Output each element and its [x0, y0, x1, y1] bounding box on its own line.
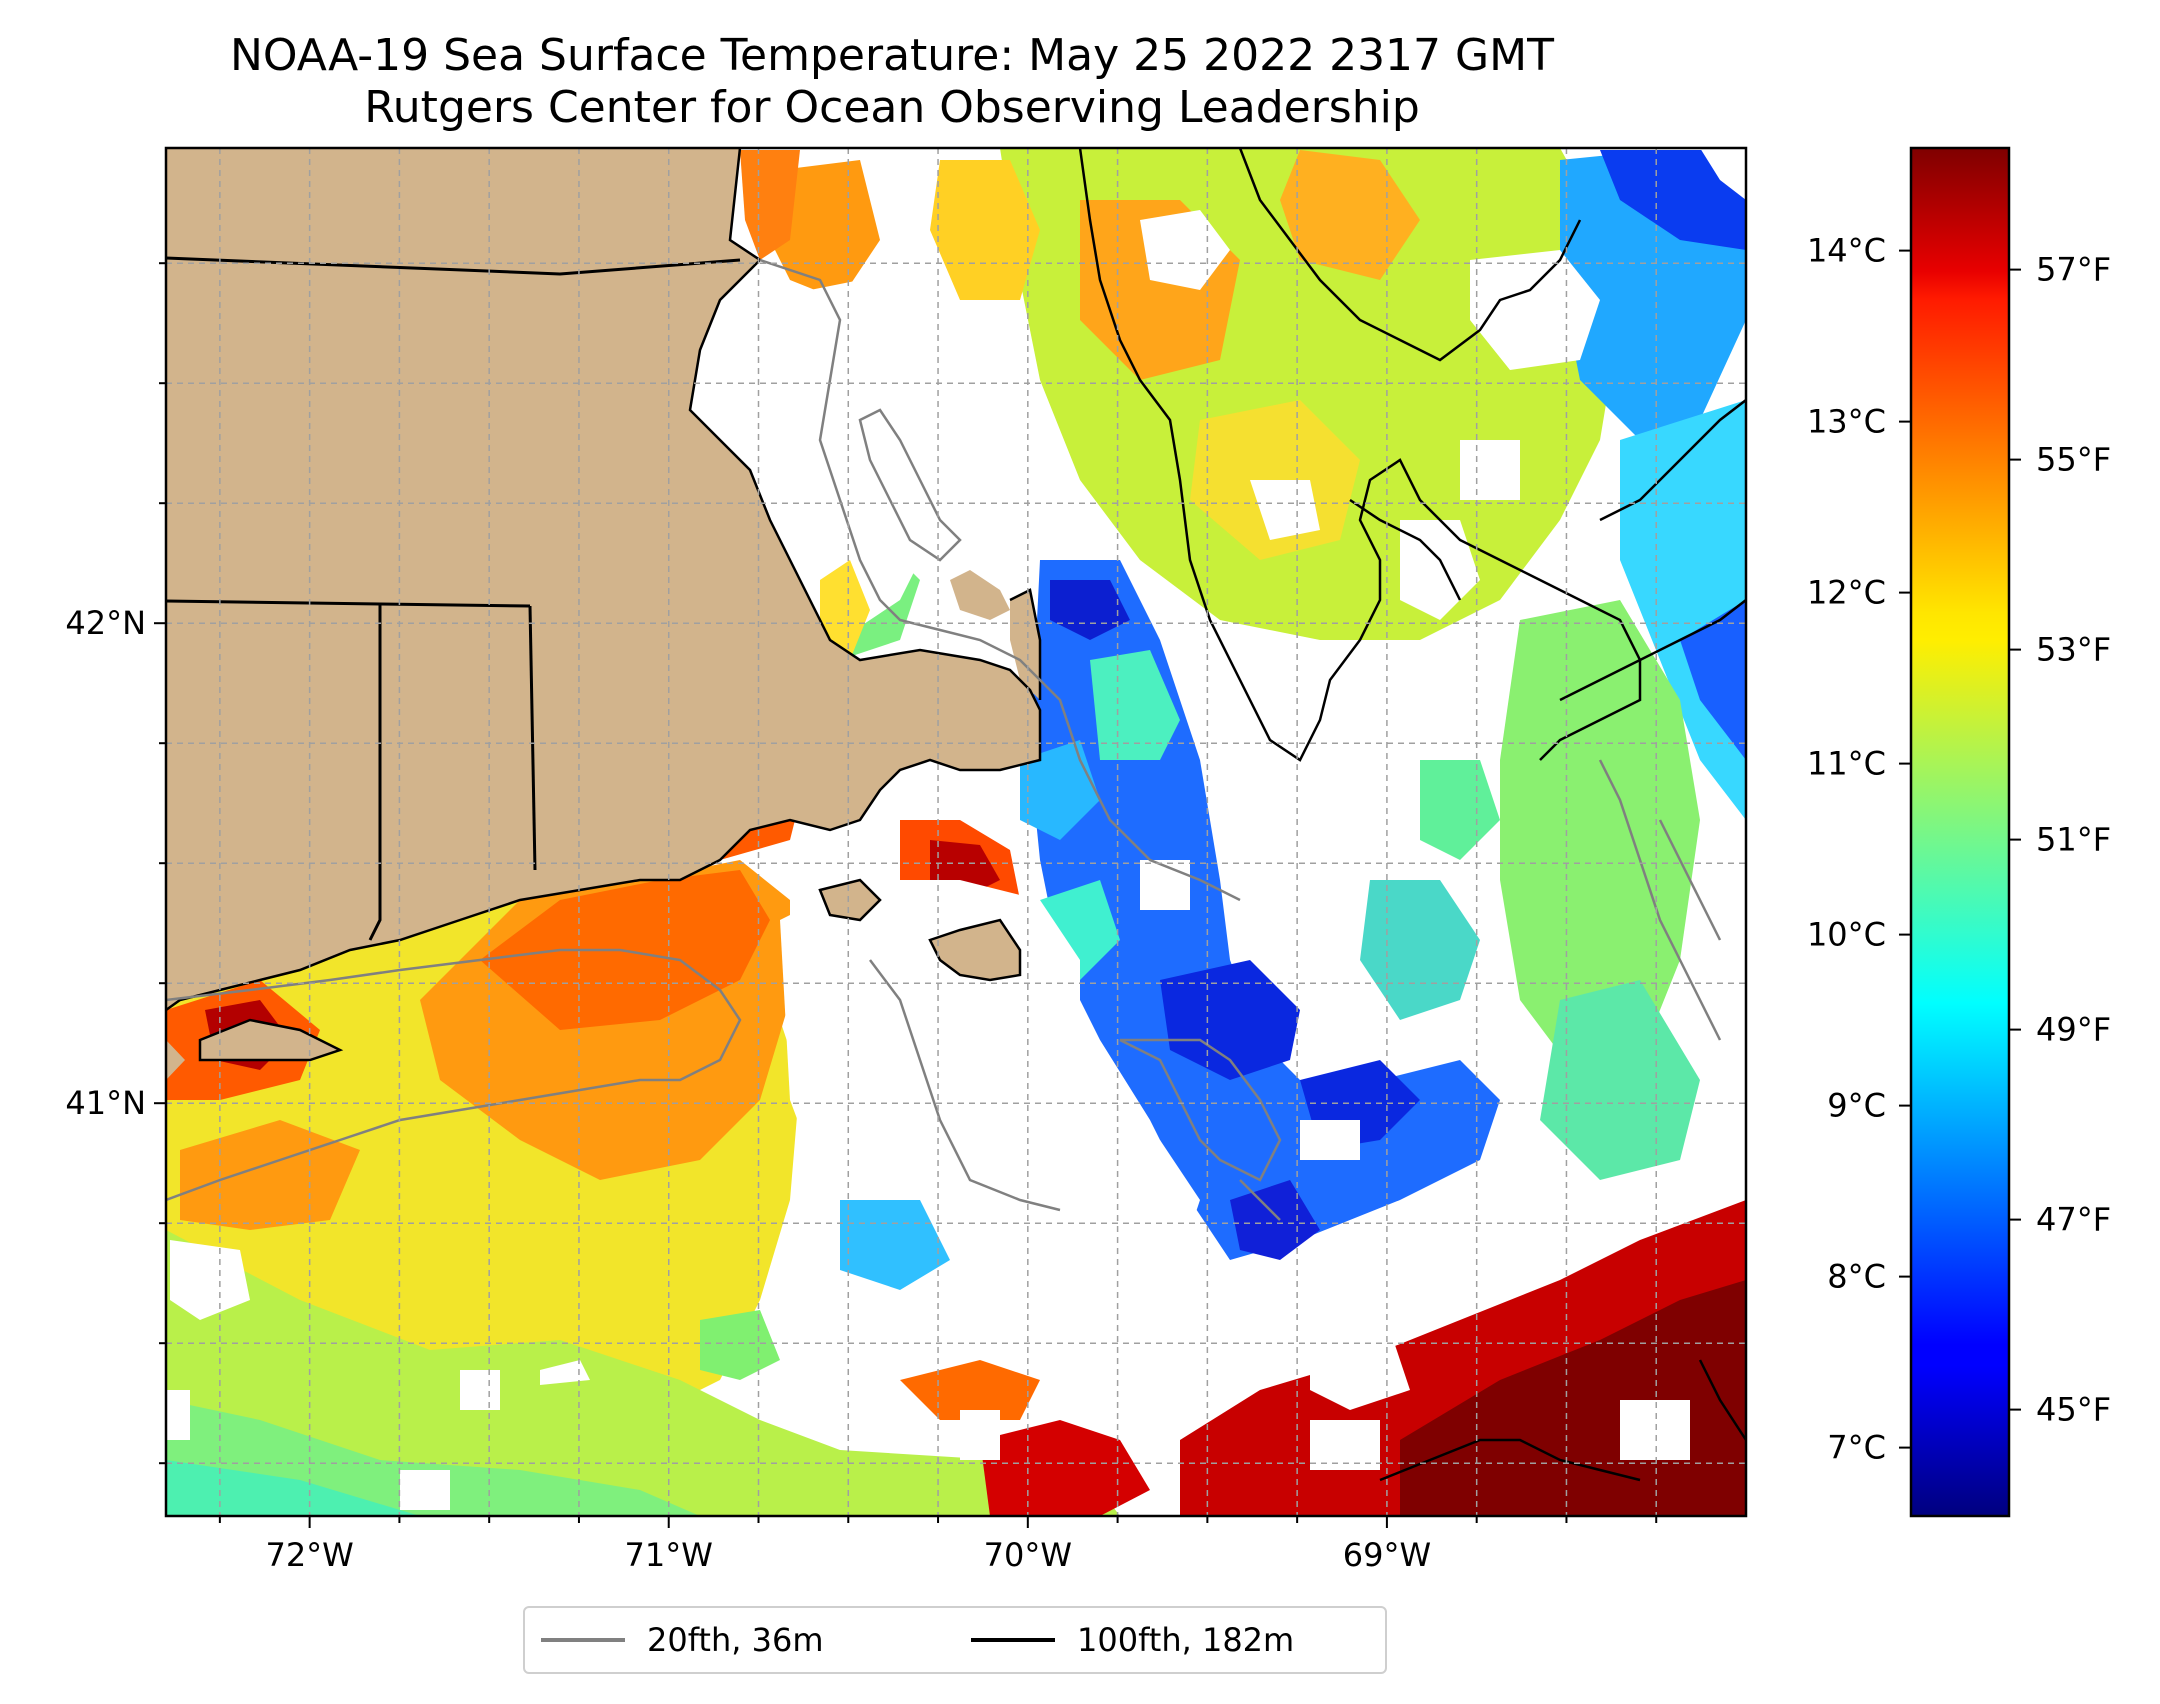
lon-tick-label: 72°W — [265, 1536, 353, 1574]
celsius-tick-label: 9°C — [1827, 1087, 1886, 1125]
celsius-tick-label: 7°C — [1827, 1429, 1886, 1467]
legend-label-100fth: 100fth, 182m — [1077, 1621, 1295, 1659]
contour-20fth — [166, 258, 1722, 1221]
legend-line-black — [971, 1638, 1055, 1642]
fahrenheit-tick-label: 53°F — [2036, 631, 2111, 669]
legend-item-20fth: 20fth, 36m — [541, 1620, 823, 1660]
fahrenheit-tick-label: 47°F — [2036, 1201, 2111, 1239]
legend-label-20fth: 20fth, 36m — [647, 1621, 824, 1659]
lat-tick-label: 41°N — [65, 1084, 146, 1122]
lon-tick-label: 71°W — [625, 1536, 713, 1574]
lon-tick-label: 70°W — [984, 1536, 1072, 1574]
fahrenheit-tick-label: 51°F — [2036, 821, 2111, 859]
celsius-tick-label: 13°C — [1807, 403, 1886, 441]
fahrenheit-tick-label: 49°F — [2036, 1011, 2111, 1049]
celsius-tick-label: 12°C — [1807, 574, 1886, 612]
celsius-tick-label: 8°C — [1827, 1258, 1886, 1296]
longitude-axis: 72°W 71°W 70°W 69°W — [218, 1516, 1658, 1574]
celsius-tick-label: 10°C — [1807, 916, 1886, 954]
contour-100fth — [1078, 148, 1746, 1482]
gridlines — [166, 148, 1746, 1516]
celsius-tick-label: 14°C — [1807, 232, 1886, 270]
fahrenheit-tick-label: 45°F — [2036, 1391, 2111, 1429]
colorbar — [1909, 146, 2011, 1518]
fahrenheit-tick-label: 57°F — [2036, 251, 2111, 289]
colorbar-fahrenheit-axis: 45°F 47°F 49°F 51°F 53°F 55°F 57°F — [2009, 251, 2111, 1429]
state-borders — [166, 256, 741, 941]
lon-tick-label: 69°W — [1343, 1536, 1431, 1574]
celsius-tick-label: 11°C — [1807, 745, 1886, 783]
fahrenheit-tick-label: 55°F — [2036, 441, 2111, 479]
colorbar-celsius-axis: 7°C 8°C 9°C 10°C 11°C 12°C 13°C 14°C — [1807, 232, 1911, 1467]
map-area — [166, 148, 1746, 1516]
latitude-axis: 42°N 41°N — [65, 262, 166, 1465]
chart-subtitle: Rutgers Center for Ocean Observing Leade… — [364, 82, 1420, 133]
land — [166, 148, 1746, 1080]
legend-item-100fth: 100fth, 182m — [971, 1620, 1294, 1660]
contour-legend: 20fth, 36m 100fth, 182m — [523, 1606, 1387, 1674]
coastlines — [166, 148, 1042, 1062]
map-frame — [164, 146, 1748, 1518]
chart-title: NOAA-19 Sea Surface Temperature: May 25 … — [230, 30, 1554, 81]
legend-line-grey — [541, 1638, 625, 1642]
lat-tick-label: 42°N — [65, 604, 146, 642]
